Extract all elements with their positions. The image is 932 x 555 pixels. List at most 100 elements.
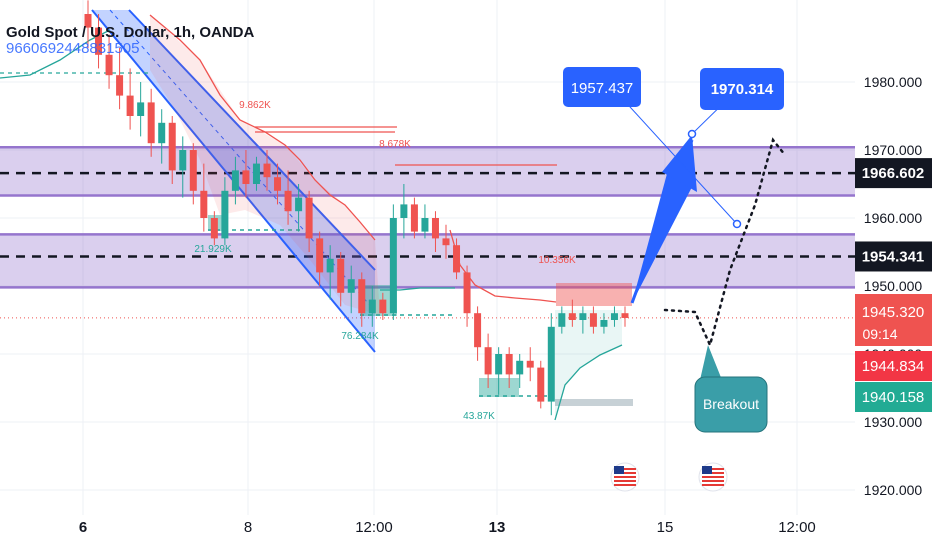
target-1-label: 1957.437	[571, 80, 634, 97]
candle-body-1	[95, 27, 103, 55]
candle-body-9	[179, 150, 187, 171]
supertrend-down-1	[149, 14, 376, 241]
candle-body-45	[558, 313, 566, 327]
target-point-1	[732, 219, 742, 229]
us-flag-canton-1	[702, 466, 712, 474]
us-flag-stripe-1-2	[702, 476, 724, 478]
time-tick-4: 15	[657, 519, 674, 536]
candle-body-6	[147, 102, 155, 144]
candle-body-36	[463, 272, 471, 314]
candle-body-39	[495, 354, 503, 375]
envelope-fill-2	[555, 310, 622, 420]
time-tick-2: 12:00	[355, 519, 393, 536]
candle-body-22	[316, 238, 324, 273]
ask-tag-bg	[855, 382, 932, 412]
indicator-value: 9660692448831505	[6, 40, 139, 57]
breakout-callout-tail	[700, 345, 722, 380]
target-point-2	[687, 129, 697, 139]
level-low-tag-bg	[855, 241, 932, 272]
price-axis[interactable]: 1920.0001930.0001940.0001950.0001960.000…	[855, 0, 932, 550]
breakout-callout-box	[694, 376, 768, 433]
us-flag-stripe-1-1	[702, 472, 724, 474]
event-flags	[610, 462, 728, 492]
vp-zone-grey	[555, 399, 633, 406]
band-fill-0	[0, 147, 855, 196]
candle-body-29	[389, 218, 397, 314]
candle-body-2	[105, 54, 113, 76]
time-axis[interactable]: 6 8 12:00 13 15 12:00	[0, 515, 932, 550]
target-1-box	[563, 67, 641, 107]
candle-body-26	[358, 279, 366, 314]
projected-path	[663, 137, 787, 349]
projection-arrow-head	[662, 135, 697, 192]
candle-body-25	[347, 279, 355, 293]
candle-body-50	[610, 313, 618, 320]
candle-body-42	[526, 360, 534, 368]
candle-body-46	[568, 313, 576, 320]
breakout-label: Breakout	[703, 396, 759, 412]
level-high-tag-bg	[855, 158, 932, 189]
candle-body-7	[158, 122, 166, 144]
candle-body-48	[589, 313, 597, 327]
price-axis-bg	[855, 0, 932, 550]
candle-body-47	[579, 313, 587, 320]
bid-tag-bg	[855, 351, 932, 381]
candle-body-15	[242, 170, 250, 184]
level-low-tag: 1954.341	[862, 248, 925, 265]
last-price-tag: 1945.320	[862, 304, 925, 321]
candle-body-27	[368, 299, 376, 314]
candlestick-series	[84, 0, 629, 416]
time-tick-0: 6	[79, 519, 87, 536]
level-high-tag: 1966.602	[862, 165, 925, 182]
vp-label-1: 8.678K	[379, 139, 411, 150]
time-tick-1: 8	[244, 519, 252, 536]
channel-mid	[109, 9, 376, 312]
us-flag-stripe-0-1	[614, 472, 636, 474]
candle-body-10	[189, 150, 197, 191]
time-tick-3: 13	[489, 519, 506, 536]
candle-body-20	[295, 197, 303, 212]
us-flag-stripe-0-3	[614, 480, 636, 482]
candle-body-32	[421, 218, 429, 232]
candle-body-12	[210, 218, 218, 239]
candle-body-14	[231, 170, 239, 191]
vp-label-0: 9.862K	[239, 100, 271, 111]
time-tick-5: 12:00	[778, 519, 816, 536]
target-2-box	[700, 68, 784, 110]
candle-body-24	[337, 258, 345, 293]
candle-body-23	[326, 258, 334, 273]
candle-body-17	[263, 163, 271, 178]
price-tick-1970: 1970.000	[864, 142, 923, 158]
candle-body-5	[137, 102, 145, 116]
candle-body-16	[252, 163, 260, 184]
vp-label-5: 43.87K	[463, 411, 495, 422]
projection-arrow-wedge	[632, 170, 693, 303]
candle-body-19	[284, 190, 292, 212]
candle-body-11	[200, 190, 208, 218]
candle-body-3	[116, 75, 124, 96]
support-resistance-bands	[0, 146, 855, 289]
candle-body-51	[621, 313, 629, 318]
volume-profile-labels: 9.862K 8.678K 21.929K 10.356K 76.284K 43.87K	[194, 100, 576, 422]
supertrend-up-2	[554, 344, 623, 421]
price-tick-1980: 1980.000	[864, 74, 923, 90]
symbol-title[interactable]: Gold Spot / U.S. Dollar, 1h, OANDA	[6, 24, 255, 41]
candle-body-41	[516, 360, 524, 375]
candle-body-31	[410, 204, 418, 232]
us-flag-stripe-0-4	[614, 484, 636, 486]
price-tick-1960: 1960.000	[864, 210, 923, 226]
vp-label-4: 76.284K	[341, 331, 379, 342]
us-flag-stripe-1-4	[702, 484, 724, 486]
candle-body-35	[453, 245, 461, 273]
candle-body-21	[305, 197, 313, 239]
candle-body-13	[221, 190, 229, 239]
projection-drawings[interactable]: 1957.437 1970.314 Breakout	[563, 67, 787, 433]
us-flag-canton-0	[614, 466, 624, 474]
candle-body-43	[537, 367, 545, 402]
time-axis-bg	[0, 515, 932, 550]
bid-tag: 1944.834	[862, 358, 925, 375]
candle-body-37	[474, 313, 482, 348]
channel-upper	[128, 9, 376, 271]
